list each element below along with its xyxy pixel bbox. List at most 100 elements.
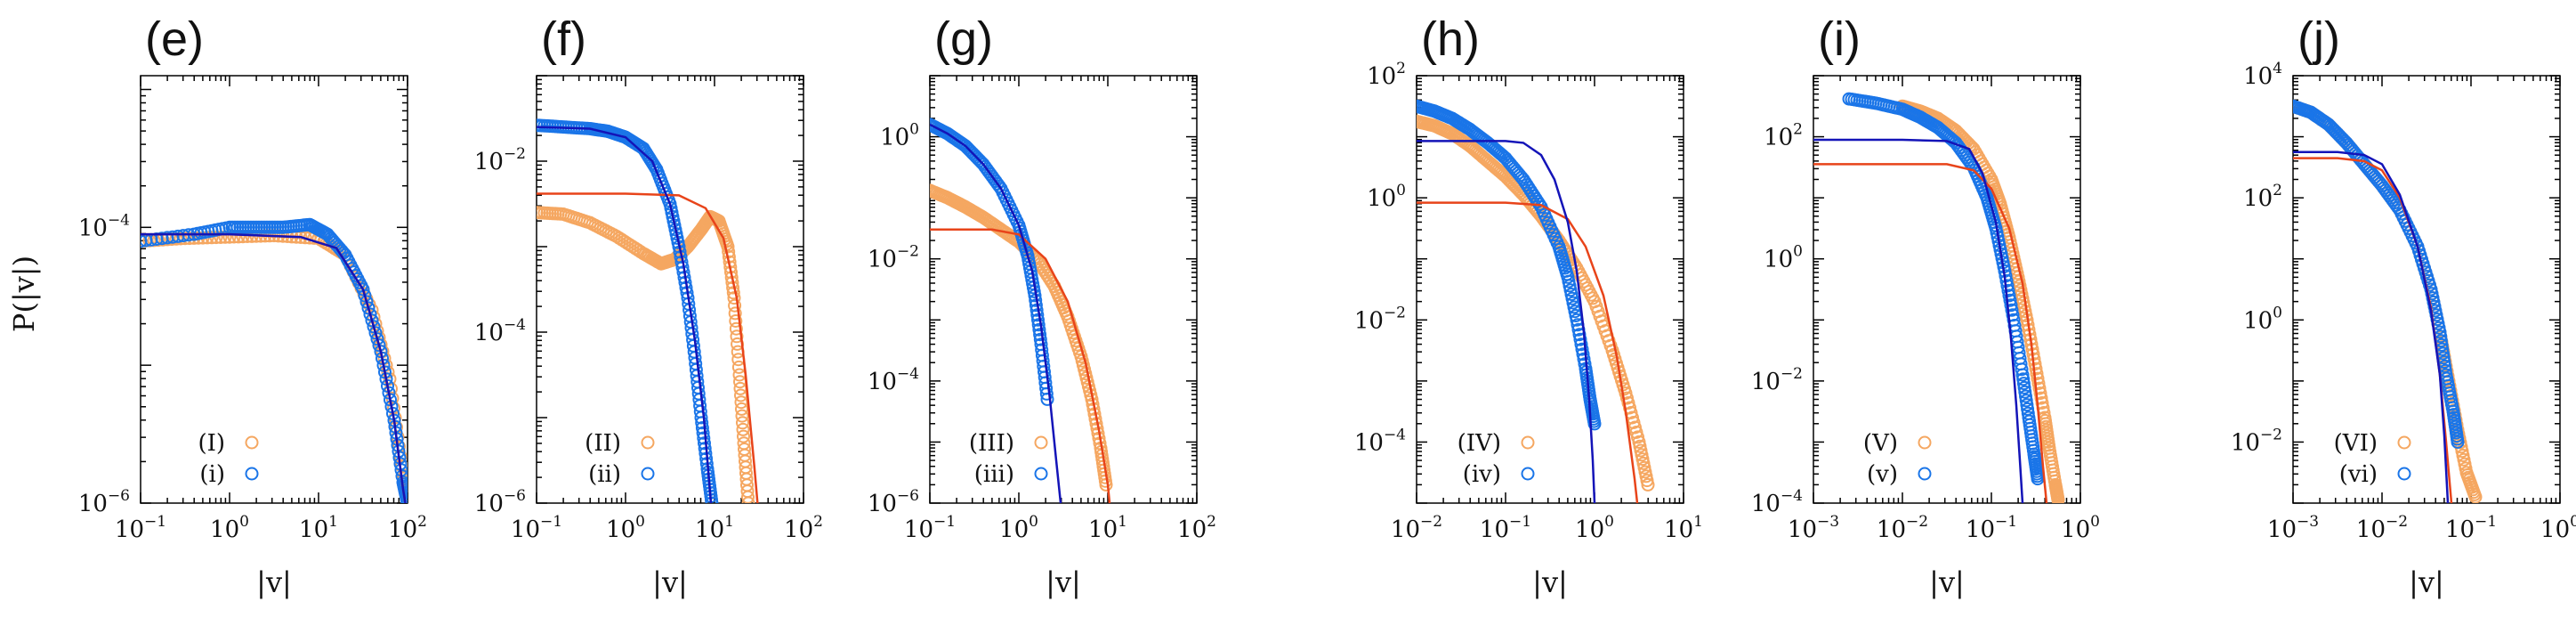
data-point — [1031, 318, 1046, 332]
fit-line — [1813, 138, 2024, 503]
panel-2: (g) 10−1 100 101 102 10−6 10−4 10−2 100 |v| (III) (… — [868, 12, 1216, 599]
x-tick-label: 100 — [2540, 513, 2576, 543]
data-point — [1031, 313, 1045, 327]
fit-line — [1417, 201, 1639, 503]
x-tick-label: 10−3 — [1788, 513, 1839, 543]
y-tick-label: 100 — [2243, 304, 2282, 334]
data-point — [729, 314, 743, 328]
x-axis-label: |v| — [1532, 565, 1568, 599]
y-tick-label: 10−2 — [1354, 304, 1406, 334]
data-point — [1576, 347, 1590, 362]
x-tick-label: 10−3 — [2267, 513, 2319, 543]
data-point — [372, 338, 386, 353]
x-tick-label: 100 — [2061, 513, 2100, 543]
data-point — [1573, 332, 1587, 346]
legend-marker — [1521, 467, 1535, 481]
x-axis-label: |v| — [256, 565, 292, 599]
data-point — [705, 496, 719, 503]
data-point — [697, 431, 711, 445]
y-tick-label: 10−6 — [474, 487, 526, 517]
fit-line — [537, 126, 713, 503]
panel-5: (j) 10−3 10−2 10−1 100 10−2 100 102 104 |v| (VI) (v… — [2231, 12, 2576, 599]
panel-1: (f) 10−1 100 101 102 10−6 10−4 10−2 |v| (II) (ii) — [474, 12, 823, 599]
data-point — [2000, 279, 2015, 293]
data-point — [1587, 417, 1602, 431]
legend-label: (V) — [1863, 430, 1898, 457]
x-axis-label: |v| — [2409, 565, 2444, 599]
y-tick-label: 102 — [1764, 121, 1803, 151]
data-point — [368, 326, 383, 340]
data-point — [741, 496, 755, 503]
data-point — [370, 332, 384, 346]
x-tick-label: 10−2 — [2356, 513, 2408, 543]
data-point — [735, 409, 749, 423]
data-point — [358, 289, 372, 303]
legend-label: (II) — [585, 430, 621, 457]
legend-label: (I) — [198, 430, 225, 457]
data-point — [698, 436, 711, 451]
panel-letter: (i) — [1818, 12, 1861, 66]
data-point — [2004, 298, 2018, 313]
y-tick-label: 10−4 — [474, 316, 526, 346]
x-axis-label: |v| — [1929, 565, 1965, 599]
x-tick-label: 10−1 — [904, 513, 956, 543]
legend-label: (IV) — [1458, 430, 1501, 457]
y-tick-label: 10−4 — [1751, 487, 1803, 517]
data-point — [728, 306, 742, 321]
legend-marker — [1034, 467, 1048, 481]
panel-3: (h) 10−2 10−1 100 101 10−4 10−2 100 102 |v| (IV) (i… — [1354, 12, 1703, 599]
fit-line — [141, 232, 407, 503]
data-point — [735, 402, 748, 416]
data-point — [2019, 394, 2033, 408]
x-tick-label: 100 — [606, 513, 645, 543]
y-tick-label: 102 — [2243, 182, 2282, 212]
data-point — [1575, 342, 1589, 356]
data-point — [2029, 362, 2043, 376]
data-point — [2015, 368, 2030, 382]
plot-frame — [140, 75, 408, 504]
legend-label: (v) — [1867, 461, 1898, 488]
fit-line — [1813, 163, 2048, 503]
y-tick-label: 100 — [880, 121, 919, 151]
x-tick-label: 10−1 — [511, 513, 562, 543]
y-tick-label: 10−2 — [868, 243, 919, 273]
panel-4: (i) 10−3 10−2 10−1 100 10−4 10−2 100 102 |v| (V) (v… — [1751, 12, 2100, 599]
data-point — [2005, 303, 2019, 317]
data-point — [729, 321, 743, 336]
fit-line — [537, 192, 759, 503]
legend-marker — [1918, 435, 1932, 450]
x-tick-label: 102 — [784, 513, 823, 543]
x-tick-label: 100 — [210, 513, 249, 543]
data-point — [2030, 367, 2044, 381]
data-point — [2031, 377, 2046, 391]
legend-label: (vi) — [2339, 461, 2378, 488]
data-point — [359, 295, 374, 309]
x-tick-label: 10−1 — [115, 513, 166, 543]
x-tick-label: 10−1 — [1966, 513, 2017, 543]
data-point — [696, 426, 710, 440]
data-point — [2051, 493, 2065, 503]
panel-0: (e) 10−1 100 101 102 10−6 10−4 |v| (I) (i) — [78, 12, 427, 599]
legend-marker — [641, 467, 655, 481]
panel-letter: (h) — [1421, 12, 1480, 66]
y-tick-label: 10−4 — [78, 211, 130, 241]
legend-label: (i) — [199, 461, 225, 488]
legend-marker — [2397, 435, 2411, 450]
data-point — [363, 307, 377, 321]
data-point — [1040, 392, 1054, 406]
data-point — [728, 298, 742, 313]
data-point — [1574, 337, 1588, 352]
data-point — [1039, 386, 1054, 401]
x-tick-label: 102 — [1177, 513, 1216, 543]
y-tick-label: 100 — [1367, 182, 1406, 212]
data-point — [724, 265, 738, 280]
panel-letter: (e) — [145, 12, 204, 66]
data-point — [365, 313, 379, 328]
data-point — [2017, 380, 2031, 394]
legend-marker — [1521, 435, 1535, 450]
data-point — [695, 416, 709, 430]
y-tick-label: 10−2 — [2231, 426, 2282, 456]
legend-label: (iii) — [974, 461, 1014, 488]
data-point — [367, 320, 381, 334]
